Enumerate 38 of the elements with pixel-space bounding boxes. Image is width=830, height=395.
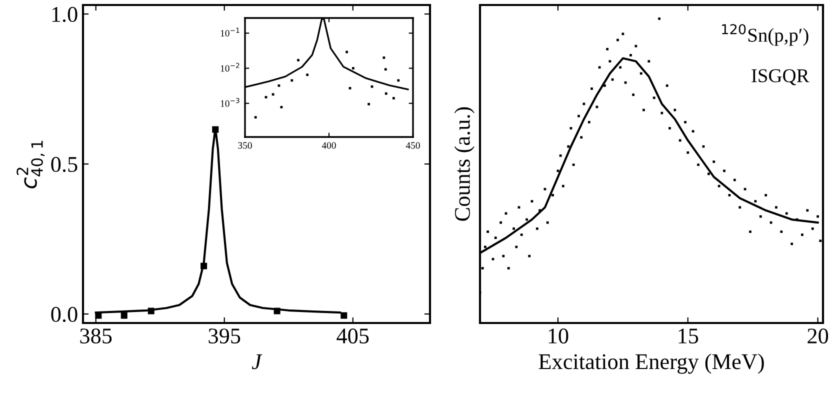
point [95,312,102,319]
x-tick-label: 15 [678,328,698,344]
point [254,116,257,119]
x-tick-label: 405 [336,328,369,344]
point [382,56,386,59]
point [200,262,208,270]
x-tick-label: 350 [238,142,252,149]
point [278,84,280,87]
x-tick-label: 400 [322,142,336,149]
x-axis-title: Excitation Energy (MeV) [538,354,764,374]
y-tick-label: 1.0 [52,6,78,22]
y-tick-label: 10$^{−3}$ [220,98,240,107]
point [368,102,370,106]
point [384,68,387,71]
x-tick-label: 10 [548,328,568,344]
point [397,79,400,82]
annotation: $^{120}$Sn(p,p′) [722,24,808,46]
y-tick-label: 10$^{−1}$ [220,28,240,37]
point [384,92,388,95]
y-tick-label: 0.0 [51,306,78,322]
point [148,308,154,314]
point [120,312,128,319]
y-tick-label: 10$^{−2}$ [220,62,240,72]
point [340,312,348,319]
point [274,308,280,314]
point [290,79,294,82]
y-axis-title: Counts (a.u.) [454,107,474,221]
x-axis-title: J [252,354,262,370]
point [272,93,274,96]
y-tick-label: 0.5 [51,156,78,172]
y-axis-title: c$^{2}$$_{40,1}$ [16,140,45,188]
annotation: ISGQR [752,69,810,86]
x-tick-label: 395 [208,328,240,344]
point [212,126,219,133]
x-tick-label: 20 [808,328,828,344]
x-tick-label: 385 [80,328,112,344]
x-tick-label: 450 [406,142,420,149]
point [306,74,309,76]
